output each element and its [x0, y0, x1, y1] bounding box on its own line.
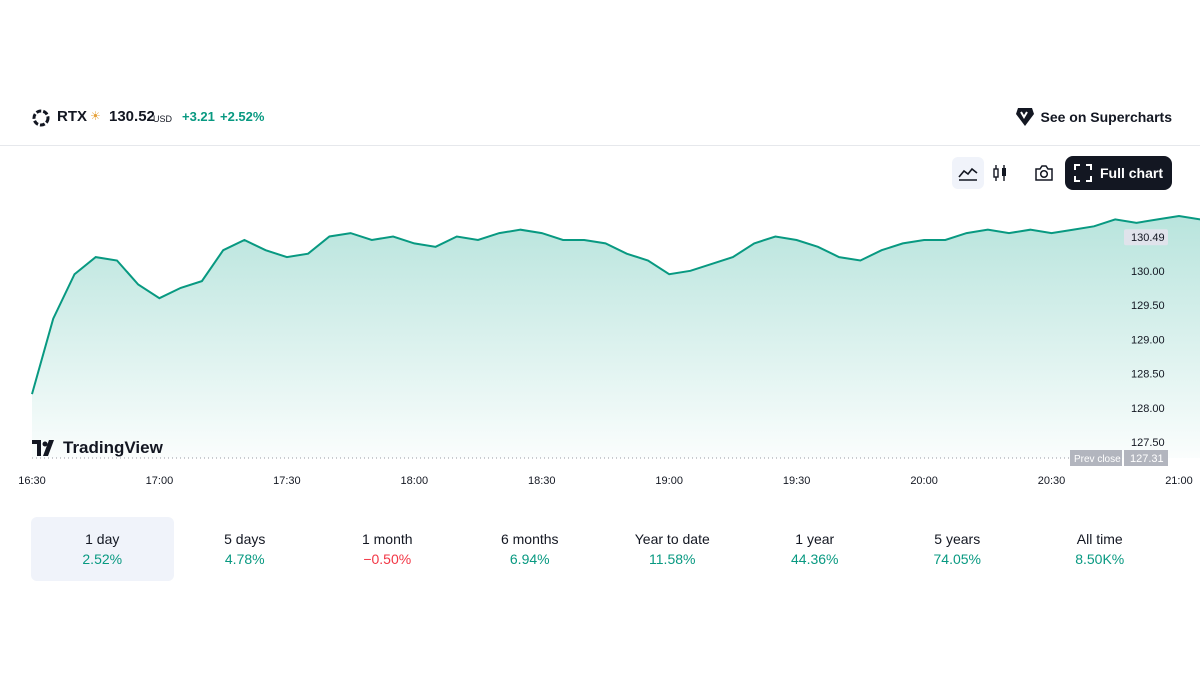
- prev-close-value: 127.31: [1130, 453, 1164, 465]
- period-label: 1 year: [795, 531, 835, 547]
- period-change: 74.05%: [933, 551, 981, 567]
- x-tick-label: 19:30: [783, 475, 811, 487]
- x-tick-label: 16:30: [18, 475, 46, 487]
- prev-close-tag: [1070, 450, 1122, 466]
- x-tick-label: 19:00: [655, 475, 683, 487]
- x-tick-label: 18:00: [401, 475, 429, 487]
- x-tick-label: 21:00: [1165, 475, 1193, 487]
- fullscreen-icon: [1073, 164, 1092, 182]
- tradingview-logo[interactable]: TradingView: [32, 438, 163, 458]
- full-chart-button[interactable]: Full chart: [1065, 156, 1172, 190]
- period-tab-6[interactable]: 5 years 74.05%: [886, 517, 1029, 581]
- chart-toolbar: [952, 156, 1060, 190]
- symbol-logo-icon: [32, 109, 50, 127]
- last-price-tag: [1124, 229, 1168, 246]
- screenshot-button[interactable]: [1028, 157, 1060, 189]
- period-tab-1[interactable]: 5 days 4.78%: [174, 517, 317, 581]
- x-tick-label: 17:30: [273, 475, 301, 487]
- tradingview-logo-text: TradingView: [63, 438, 163, 457]
- period-label: All time: [1076, 531, 1123, 547]
- last-price: 130.52: [109, 108, 155, 125]
- period-selector: 1 day 2.52% 5 days 4.78% 1 month −0.50% 6 mont…: [31, 517, 1171, 581]
- prev-close-text: Prev close: [1074, 454, 1121, 465]
- area-chart-button[interactable]: [952, 157, 984, 189]
- supercharts-icon: [1015, 108, 1034, 126]
- x-tick-label: 17:00: [146, 475, 174, 487]
- period-tab-3[interactable]: 6 months 6.94%: [459, 517, 602, 581]
- price-line: [31, 214, 1200, 395]
- supercharts-label: See on Supercharts: [1040, 109, 1173, 125]
- full-chart-label: Full chart: [1099, 165, 1163, 181]
- tradingview-logo-icon: [32, 440, 54, 456]
- period-change: 8.50K%: [1075, 551, 1125, 567]
- candles-button[interactable]: [984, 157, 1016, 189]
- price-change: +3.21: [182, 109, 215, 124]
- y-tick-label: 129.00: [1131, 334, 1165, 346]
- price-change-percent: +2.52%: [220, 109, 265, 124]
- period-change: −0.50%: [363, 551, 412, 567]
- period-change: 44.36%: [791, 551, 839, 567]
- candles-icon: [993, 165, 1006, 181]
- symbol-name[interactable]: RTX: [57, 108, 87, 125]
- period-tab-4[interactable]: Year to date 11.58%: [601, 517, 744, 581]
- sun-icon: ☀: [90, 109, 101, 123]
- y-tick-label: 128.00: [1131, 403, 1165, 415]
- period-label: Year to date: [634, 531, 710, 547]
- price-area: [32, 216, 1200, 458]
- period-tab-5[interactable]: 1 year 44.36%: [744, 517, 887, 581]
- x-tick-label: 20:30: [1038, 475, 1066, 487]
- period-change: 4.78%: [224, 551, 265, 567]
- area-chart-icon: [958, 167, 978, 181]
- y-tick-label: 127.50: [1131, 437, 1165, 449]
- x-tick-label: 20:00: [910, 475, 938, 487]
- y-tick-label: 129.50: [1131, 300, 1165, 312]
- currency-label: USD: [153, 114, 173, 124]
- period-change: 2.52%: [82, 551, 123, 567]
- y-tick-label: 128.50: [1131, 369, 1165, 381]
- y-tick-label: 130.00: [1131, 266, 1165, 278]
- period-label: 5 years: [934, 531, 981, 547]
- period-label: 5 days: [224, 531, 266, 547]
- see-on-supercharts-link[interactable]: See on Supercharts: [1015, 106, 1173, 128]
- period-change: 6.94%: [509, 551, 550, 567]
- period-tab-7[interactable]: All time 8.50K%: [1029, 517, 1172, 581]
- period-change: 11.58%: [649, 551, 696, 567]
- prev-close-value-tag: [1124, 450, 1168, 466]
- period-label: 1 month: [361, 531, 413, 547]
- period-label: 6 months: [500, 531, 559, 547]
- x-tick-label: 18:30: [528, 475, 556, 487]
- period-label: 1 day: [85, 531, 120, 547]
- price-chart[interactable]: 127.50 128.00 128.50 129.00 129.50 130.00 130.…: [0, 200, 1200, 500]
- symbol-header: RTX ☀ 130.52 USD +3.21 +2.52% See on Sup…: [0, 100, 1200, 146]
- period-tab-0[interactable]: 1 day 2.52%: [31, 517, 174, 581]
- period-tab-2[interactable]: 1 month −0.50%: [316, 517, 459, 581]
- last-price-label: 130.49: [1131, 232, 1165, 244]
- camera-icon: [1035, 165, 1053, 181]
